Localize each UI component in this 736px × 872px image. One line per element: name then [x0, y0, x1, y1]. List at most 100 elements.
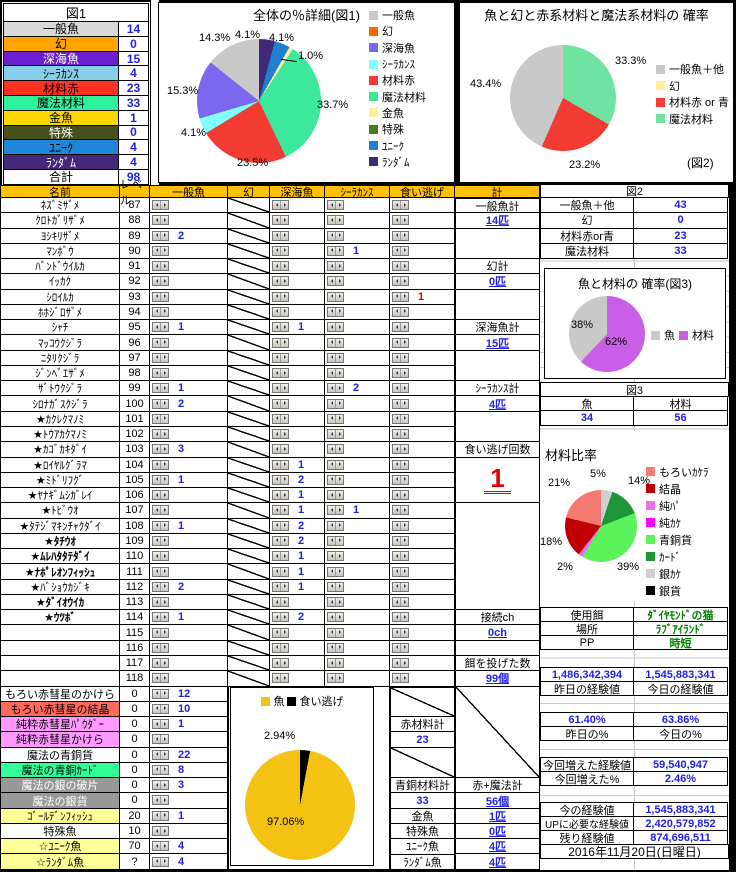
- count-spinner[interactable]: [272, 612, 289, 623]
- count-spinner[interactable]: [327, 581, 344, 592]
- count-spinner[interactable]: [327, 291, 344, 302]
- count-spinner[interactable]: [152, 413, 169, 424]
- count-spinner[interactable]: [152, 444, 169, 455]
- count-spinner[interactable]: [272, 322, 289, 333]
- count-spinner[interactable]: [152, 658, 169, 669]
- count-spinner[interactable]: [327, 551, 344, 562]
- count-spinner[interactable]: [152, 566, 169, 577]
- count-spinner[interactable]: [392, 627, 409, 638]
- count-spinner[interactable]: [272, 215, 289, 226]
- count-spinner[interactable]: [272, 429, 289, 440]
- count-spinner[interactable]: [392, 444, 409, 455]
- count-spinner[interactable]: [272, 535, 289, 546]
- count-spinner[interactable]: [392, 535, 409, 546]
- count-spinner[interactable]: [272, 291, 289, 302]
- count-spinner[interactable]: [327, 413, 344, 424]
- count-spinner[interactable]: [327, 520, 344, 531]
- count-spinner[interactable]: [392, 352, 409, 363]
- count-spinner[interactable]: [392, 230, 409, 241]
- count-spinner[interactable]: [392, 520, 409, 531]
- count-spinner[interactable]: [327, 261, 344, 272]
- count-spinner[interactable]: [392, 261, 409, 272]
- count-spinner[interactable]: [392, 551, 409, 562]
- count-spinner[interactable]: [152, 856, 169, 867]
- count-spinner[interactable]: [392, 474, 409, 485]
- count-spinner[interactable]: [327, 215, 344, 226]
- count-spinner[interactable]: [392, 398, 409, 409]
- count-spinner[interactable]: [272, 459, 289, 470]
- count-spinner[interactable]: [327, 642, 344, 653]
- count-spinner[interactable]: [327, 612, 344, 623]
- count-spinner[interactable]: [272, 658, 289, 669]
- count-spinner[interactable]: [392, 337, 409, 348]
- count-spinner[interactable]: [272, 597, 289, 608]
- count-spinner[interactable]: [152, 780, 169, 791]
- count-spinner[interactable]: [327, 673, 344, 684]
- count-spinner[interactable]: [392, 597, 409, 608]
- count-spinner[interactable]: [272, 551, 289, 562]
- count-spinner[interactable]: [152, 703, 169, 714]
- count-spinner[interactable]: [272, 306, 289, 317]
- count-spinner[interactable]: [152, 276, 169, 287]
- count-spinner[interactable]: [392, 306, 409, 317]
- count-spinner[interactable]: [327, 368, 344, 379]
- count-spinner[interactable]: [272, 337, 289, 348]
- count-spinner[interactable]: [327, 627, 344, 638]
- count-spinner[interactable]: [152, 200, 169, 211]
- count-spinner[interactable]: [152, 810, 169, 821]
- count-spinner[interactable]: [327, 490, 344, 501]
- count-spinner[interactable]: [392, 490, 409, 501]
- count-spinner[interactable]: [392, 200, 409, 211]
- count-spinner[interactable]: [327, 398, 344, 409]
- count-spinner[interactable]: [327, 474, 344, 485]
- count-spinner[interactable]: [152, 795, 169, 806]
- count-spinner[interactable]: [152, 749, 169, 760]
- count-spinner[interactable]: [272, 398, 289, 409]
- count-spinner[interactable]: [272, 505, 289, 516]
- count-spinner[interactable]: [272, 520, 289, 531]
- count-spinner[interactable]: [327, 597, 344, 608]
- count-spinner[interactable]: [152, 764, 169, 775]
- count-spinner[interactable]: [327, 505, 344, 516]
- count-spinner[interactable]: [272, 368, 289, 379]
- count-spinner[interactable]: [392, 429, 409, 440]
- count-spinner[interactable]: [327, 566, 344, 577]
- count-spinner[interactable]: [327, 337, 344, 348]
- count-spinner[interactable]: [272, 200, 289, 211]
- count-spinner[interactable]: [327, 352, 344, 363]
- count-spinner[interactable]: [152, 245, 169, 256]
- count-spinner[interactable]: [272, 352, 289, 363]
- count-spinner[interactable]: [392, 322, 409, 333]
- count-spinner[interactable]: [152, 841, 169, 852]
- count-spinner[interactable]: [152, 719, 169, 730]
- count-spinner[interactable]: [152, 291, 169, 302]
- count-spinner[interactable]: [327, 429, 344, 440]
- count-spinner[interactable]: [392, 642, 409, 653]
- count-spinner[interactable]: [272, 261, 289, 272]
- count-spinner[interactable]: [152, 383, 169, 394]
- count-spinner[interactable]: [152, 642, 169, 653]
- count-spinner[interactable]: [152, 612, 169, 623]
- count-spinner[interactable]: [392, 658, 409, 669]
- count-spinner[interactable]: [392, 459, 409, 470]
- count-spinner[interactable]: [327, 230, 344, 241]
- count-spinner[interactable]: [152, 368, 169, 379]
- count-spinner[interactable]: [327, 459, 344, 470]
- count-spinner[interactable]: [272, 444, 289, 455]
- count-spinner[interactable]: [392, 276, 409, 287]
- count-spinner[interactable]: [392, 673, 409, 684]
- count-spinner[interactable]: [272, 245, 289, 256]
- count-spinner[interactable]: [327, 383, 344, 394]
- count-spinner[interactable]: [327, 276, 344, 287]
- count-spinner[interactable]: [272, 627, 289, 638]
- count-spinner[interactable]: [152, 337, 169, 348]
- count-spinner[interactable]: [152, 398, 169, 409]
- count-spinner[interactable]: [152, 535, 169, 546]
- count-spinner[interactable]: [152, 826, 169, 837]
- count-spinner[interactable]: [392, 566, 409, 577]
- count-spinner[interactable]: [327, 658, 344, 669]
- count-spinner[interactable]: [327, 444, 344, 455]
- count-spinner[interactable]: [152, 490, 169, 501]
- count-spinner[interactable]: [152, 627, 169, 638]
- count-spinner[interactable]: [152, 261, 169, 272]
